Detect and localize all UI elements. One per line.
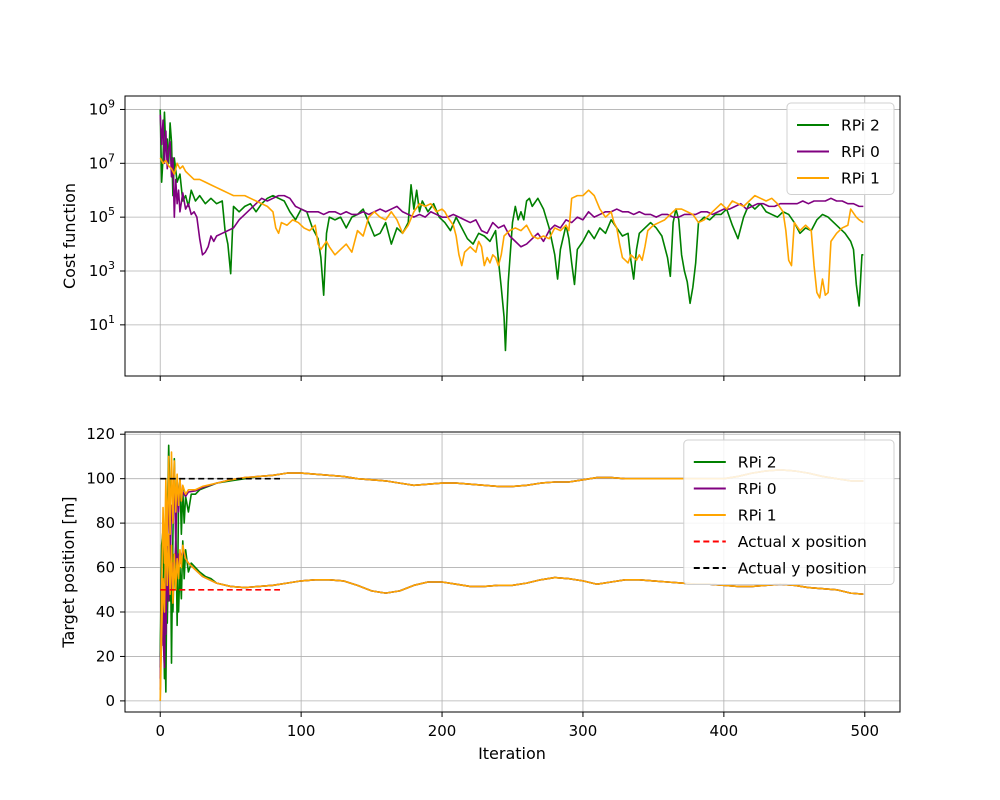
top-y-tick-label-4: 109 xyxy=(89,97,115,118)
bottom-x-axis-label: Iteration xyxy=(478,744,546,763)
top-legend: RPi 2 RPi 0 RPi 1 xyxy=(786,102,895,195)
cost-function-panel: 101 103 105 107 109 Cost function RPi 2 RPi 0… xyxy=(60,95,901,381)
bottom-x-tick-label-200: 200 xyxy=(428,722,457,740)
top-y-tick-label-2: 105 xyxy=(89,205,115,226)
top-legend-label-rpi-0: RPi 0 xyxy=(841,143,880,161)
top-axes-frame xyxy=(124,95,901,377)
top-series-rpi-0 xyxy=(159,114,864,256)
bottom-x-tick-label-0: 0 xyxy=(155,722,165,740)
bottom-y-tick-label-6: 120 xyxy=(86,425,115,443)
bottom-legend-box xyxy=(683,439,895,585)
bottom-ticks: 0 100 200 300 400 500 0 20 40 60 80 100 120 xyxy=(86,425,879,740)
bottom-x-tick-label-100: 100 xyxy=(287,722,316,740)
bottom-legend-label-rpi-1: RPi 1 xyxy=(738,507,777,525)
bottom-legend-label-actual-y-position: Actual y position xyxy=(738,560,867,578)
top-legend-label-rpi-2: RPi 2 xyxy=(841,117,880,135)
bottom-legend: RPi 2 RPi 0 RPi 1 Actual x position Actual y… xyxy=(683,439,895,585)
bottom-y-tick-label-2: 40 xyxy=(96,603,115,621)
bottom-y-tick-label-5: 100 xyxy=(86,470,115,488)
top-y-tick-label-0: 101 xyxy=(89,313,115,334)
top-y-tick-label-3: 107 xyxy=(89,151,115,172)
bottom-grid xyxy=(125,432,900,712)
bottom-y-tick-label-3: 60 xyxy=(96,559,115,577)
bottom-axes-frame xyxy=(124,431,901,713)
bottom-y-tick-label-0: 0 xyxy=(105,692,115,710)
bottom-legend-label-rpi-2: RPi 2 xyxy=(738,454,777,472)
top-series-rpi-1 xyxy=(159,157,864,299)
top-legend-label-rpi-1: RPi 1 xyxy=(841,170,880,188)
top-grid xyxy=(125,96,900,376)
bottom-x-tick-label-400: 400 xyxy=(710,722,739,740)
bottom-legend-label-rpi-0: RPi 0 xyxy=(738,480,777,498)
top-series-lines xyxy=(159,109,864,352)
bottom-y-tick-label-4: 80 xyxy=(96,514,115,532)
top-y-tick-label-1: 103 xyxy=(89,259,115,280)
bottom-y-tick-label-1: 20 xyxy=(96,647,115,665)
bottom-y-axis-label: Target position [m] xyxy=(59,496,78,648)
bottom-x-tick-label-300: 300 xyxy=(569,722,598,740)
bottom-x-tick-label-500: 500 xyxy=(850,722,879,740)
bottom-legend-label-actual-x-position: Actual x position xyxy=(738,533,867,551)
top-y-axis-label: Cost function xyxy=(60,183,79,289)
target-position-panel: 0 100 200 300 400 500 0 20 40 60 80 100 120 Target p… xyxy=(59,425,901,763)
top-ticks: 101 103 105 107 109 xyxy=(89,97,866,381)
